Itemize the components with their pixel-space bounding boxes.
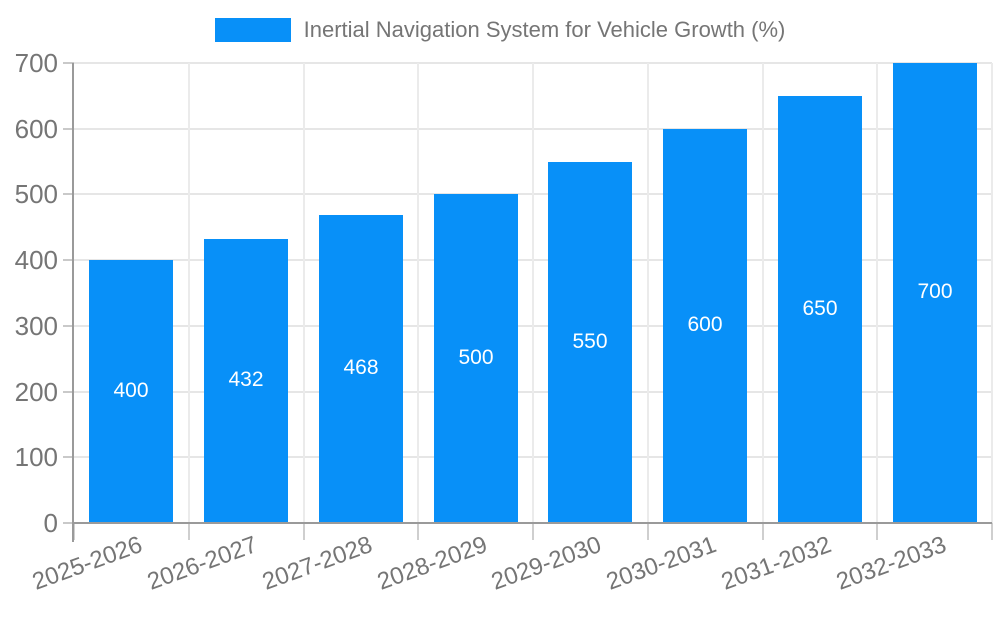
- x-axis-line: [72, 522, 992, 524]
- gridline-vertical: [303, 63, 305, 523]
- legend-swatch: [214, 18, 291, 42]
- y-tick-label: 400: [14, 245, 58, 275]
- gridline-vertical: [647, 63, 649, 523]
- x-tick-mark: [188, 523, 190, 540]
- legend-label: Inertial Navigation System for Vehicle G…: [303, 17, 786, 42]
- gridline-vertical: [876, 63, 878, 523]
- y-tick-label: 100: [14, 442, 58, 472]
- x-tick-mark: [876, 523, 878, 540]
- bar[interactable]: [204, 239, 288, 522]
- y-tick-label: 700: [14, 48, 58, 78]
- gridline-vertical: [417, 63, 419, 523]
- bar[interactable]: [663, 129, 747, 522]
- gridline-vertical: [188, 63, 190, 523]
- bar[interactable]: [319, 215, 403, 522]
- x-tick-mark: [532, 523, 534, 540]
- y-tick-mark: [63, 259, 74, 261]
- x-tick-mark: [647, 523, 649, 540]
- x-tick-mark: [762, 523, 764, 540]
- y-tick-mark: [63, 193, 74, 195]
- y-tick-mark: [63, 456, 74, 458]
- x-tick-mark: [417, 523, 419, 540]
- y-tick-label: 600: [14, 114, 58, 144]
- y-tick-label: 200: [14, 377, 58, 407]
- gridline-vertical: [762, 63, 764, 523]
- y-tick-mark: [63, 522, 74, 524]
- y-tick-label: 0: [43, 508, 58, 538]
- gridline-vertical: [532, 63, 534, 523]
- y-tick-mark: [63, 391, 74, 393]
- x-tick-mark: [991, 523, 993, 540]
- bar[interactable]: [89, 260, 173, 522]
- bar[interactable]: [548, 162, 632, 522]
- y-tick-mark: [63, 128, 74, 130]
- gridline-vertical: [991, 63, 993, 523]
- y-tick-label: 300: [14, 311, 58, 341]
- x-tick-mark: [73, 523, 75, 540]
- x-tick-mark: [303, 523, 305, 540]
- y-tick-label: 500: [14, 179, 58, 209]
- bar[interactable]: [893, 63, 977, 522]
- bar-chart: Inertial Navigation System for Vehicle G…: [0, 16, 1000, 596]
- legend-item[interactable]: Inertial Navigation System for Vehicle G…: [214, 16, 786, 44]
- y-axis-line: [72, 63, 74, 542]
- y-tick-mark: [63, 62, 74, 64]
- bar[interactable]: [778, 96, 862, 522]
- legend: Inertial Navigation System for Vehicle G…: [0, 16, 1000, 44]
- bar[interactable]: [434, 194, 518, 522]
- y-tick-mark: [63, 325, 74, 327]
